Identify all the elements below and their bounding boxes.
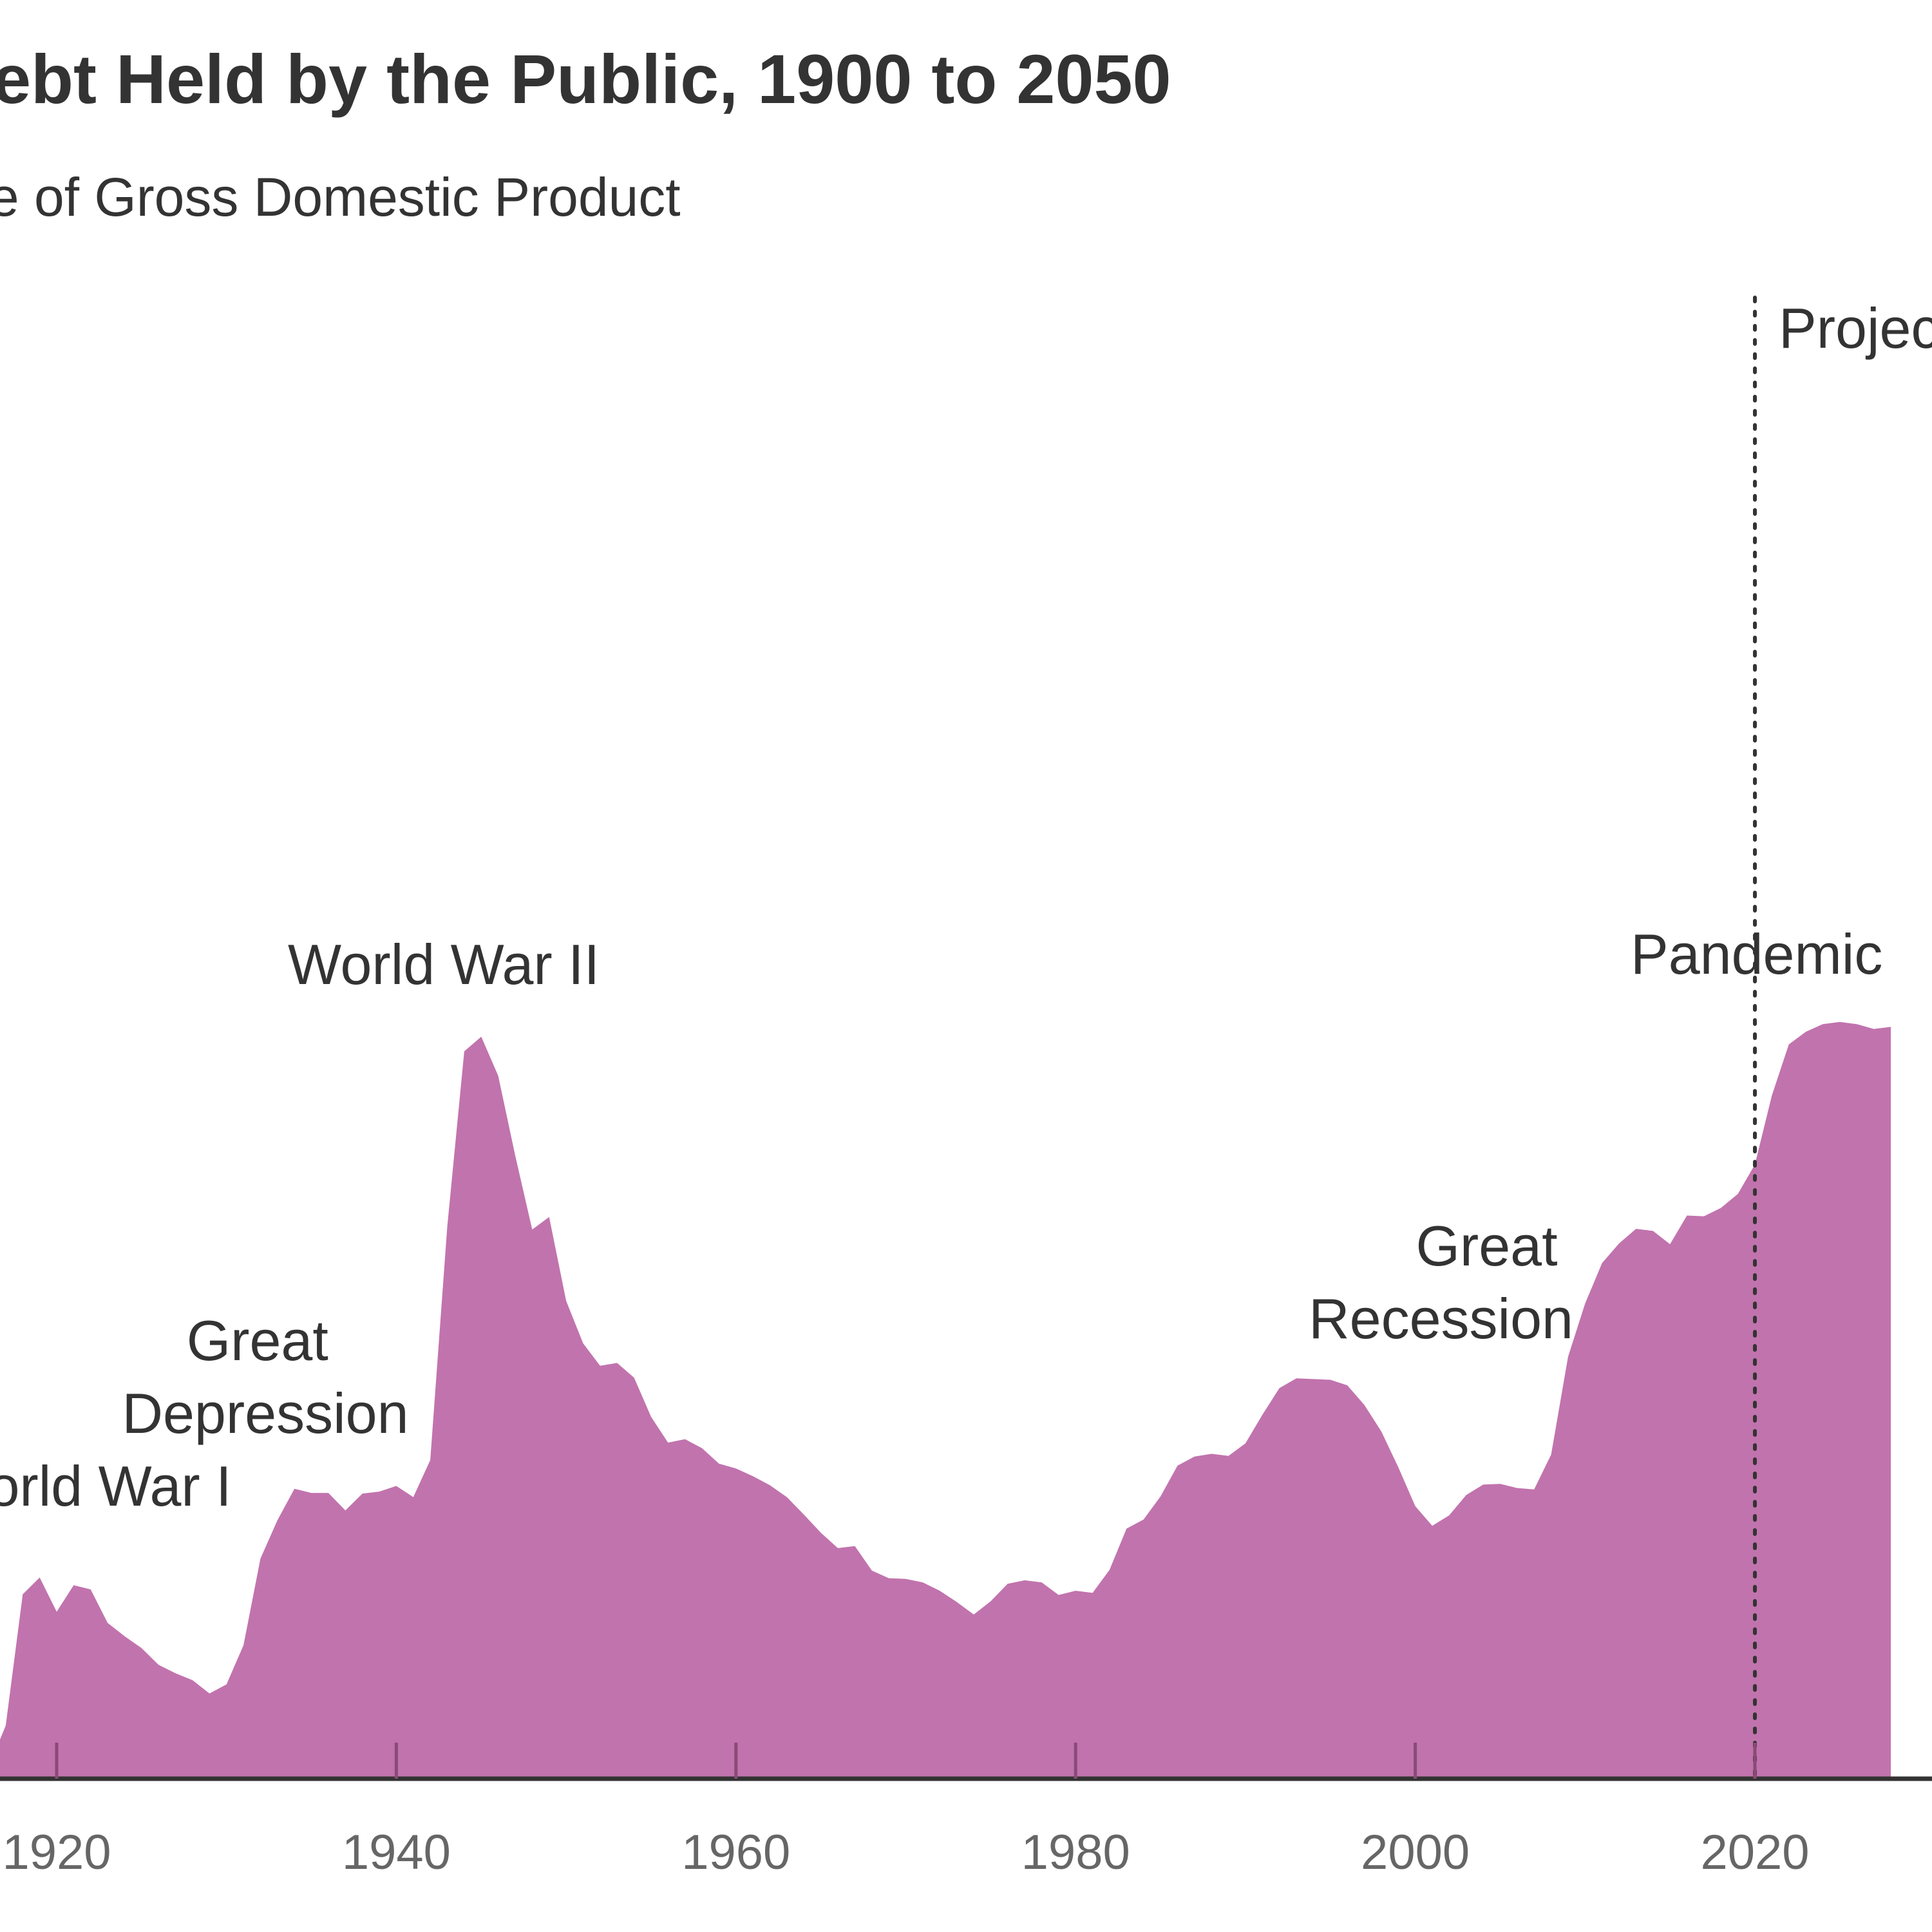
annotation-world-war-i: World War I [0,1454,232,1518]
x-tick-label-2000: 2000 [1361,1825,1470,1880]
x-tick-label-1920: 1920 [2,1825,111,1880]
annotation-great-recession-line2: Recession [1309,1287,1573,1350]
x-tick-label-1960: 1960 [681,1825,790,1880]
x-tick-label-1980: 1980 [1021,1825,1130,1880]
annotation-great-depression-line2: Depression [122,1381,408,1445]
x-tick-label-1940: 1940 [342,1825,451,1880]
annotation-great-recession-line1: Great [1416,1214,1557,1278]
annotation-great-recession: Great Recession [1309,1214,1573,1350]
annotation-pandemic: Pandemic [1631,922,1882,986]
annotation-world-war-ii: World War II [288,933,600,996]
x-axis-ticks: 1920 1940 1960 1980 2000 2020 [2,1743,1810,1880]
x-tick-label-2020: 2020 [1700,1825,1809,1880]
chart-title: Debt Held by the Public, 1900 to 2050 [0,40,1171,118]
projection-label: Projected [1779,296,1932,360]
debt-area-series [0,1021,1891,1779]
chart-subtitle: Percentage of Gross Domestic Product [0,167,681,227]
annotation-great-depression-line1: Great [187,1309,328,1372]
annotation-great-depression: Great Depression [122,1309,408,1445]
